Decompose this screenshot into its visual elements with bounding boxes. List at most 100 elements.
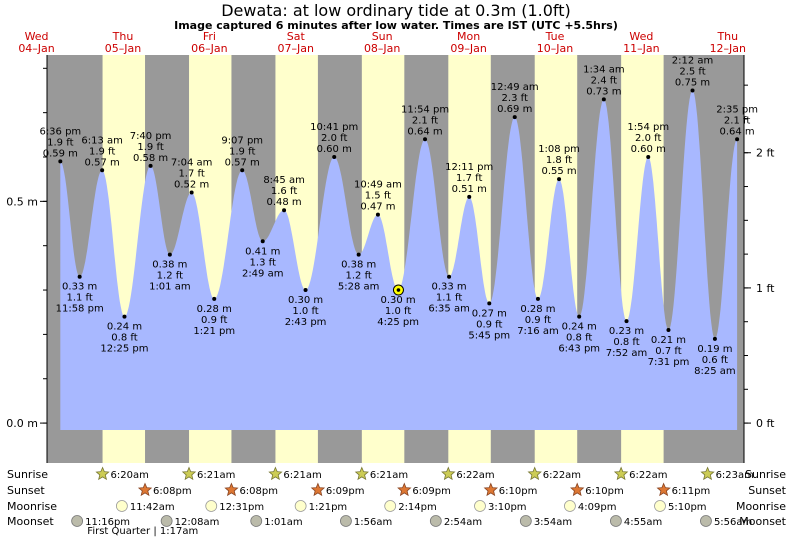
tide-ft-label: 1.1 ft — [436, 293, 462, 304]
tide-ft-label: 1.0 ft — [292, 306, 318, 317]
moonrise-time: 2:14pm — [398, 502, 437, 513]
sunrise-icon — [95, 466, 110, 481]
moonset-time: 1:56am — [354, 517, 392, 528]
tide-time-label: 2:43 pm — [285, 317, 327, 328]
tide-time-label: 12:25 pm — [100, 344, 148, 355]
tide-time-label: 2:12 am — [672, 55, 714, 66]
tide-time-label: 1:01 am — [149, 282, 191, 293]
sunset-icon — [224, 482, 239, 497]
moonset-time: 12:08am — [175, 517, 220, 528]
tide-point — [189, 190, 194, 195]
tide-ft-label: 1.9 ft — [137, 142, 163, 153]
tide-ft-label: 2.5 ft — [679, 66, 705, 77]
right-axis-label: 2 ft — [756, 147, 775, 160]
tide-point — [535, 296, 540, 301]
tide-ft-label: 2.1 ft — [724, 115, 750, 126]
row-label-left-sunrise: Sunrise — [7, 468, 48, 481]
tide-ft-label: 0.8 ft — [566, 333, 592, 344]
day-label-date: 09–Jan — [450, 42, 486, 55]
sunrise-icon — [441, 466, 456, 481]
moonset-icon — [250, 515, 263, 527]
moonrise-time: 11:42am — [130, 502, 175, 513]
day-label-dow: Wed — [629, 30, 653, 43]
moonset-time: 1:01am — [264, 517, 302, 528]
sunrise-icon — [700, 466, 715, 481]
sunset-time: 6:11pm — [672, 486, 711, 497]
moonrise-icon — [564, 500, 576, 512]
tide-point — [332, 155, 337, 159]
tide-ft-label: 2.0 ft — [321, 133, 347, 144]
day-label-dow: Thu — [112, 30, 134, 43]
tide-time-label: 11:58 pm — [56, 304, 104, 315]
tide-time-label: 7:04 am — [171, 157, 213, 168]
sunrise-icon — [354, 466, 369, 481]
tide-ft-label: 2.0 ft — [635, 133, 661, 144]
tide-m-label: 0.27 m — [472, 308, 507, 319]
tide-area — [60, 90, 738, 430]
day-label-dow: Mon — [457, 30, 480, 43]
tide-m-label: 0.64 m — [407, 126, 442, 137]
sunrise-icon — [268, 466, 283, 481]
tide-ft-label: 1.7 ft — [178, 168, 204, 179]
moonset-time: 11:16pm — [85, 517, 130, 528]
left-axis-label: 0.5 m — [6, 195, 38, 208]
tide-ft-label: 1.6 ft — [271, 186, 297, 197]
row-label-left-sunset: Sunset — [7, 484, 45, 497]
tide-m-label: 0.75 m — [675, 77, 710, 88]
tide-ft-label: 0.9 ft — [201, 315, 227, 326]
sunrise-icon — [181, 466, 197, 481]
tide-m-label: 0.55 m — [541, 166, 576, 177]
sunrise-time: 6:22am — [543, 470, 581, 481]
tide-time-label: 1:08 pm — [538, 144, 580, 155]
tide-m-label: 0.60 m — [631, 144, 666, 155]
tide-ft-label: 0.8 ft — [613, 337, 639, 348]
tide-point — [100, 168, 105, 173]
tide-m-label: 0.19 m — [697, 344, 732, 355]
tide-m-label: 0.24 m — [562, 322, 597, 333]
tide-point — [666, 327, 671, 332]
tide-ft-label: 2.4 ft — [591, 75, 617, 86]
moonset-icon — [519, 515, 532, 527]
tide-point — [646, 155, 651, 159]
tide-time-label: 2:49 am — [242, 268, 284, 279]
row-label-right-sunset: Sunset — [748, 484, 786, 497]
moonset-icon — [610, 515, 622, 527]
moonset-icon — [340, 515, 352, 527]
tide-point — [447, 274, 452, 279]
sunset-icon — [137, 482, 153, 497]
day-label-dow: Wed — [25, 30, 49, 43]
tide-ft-label: 1.9 ft — [229, 146, 255, 157]
sunset-icon — [483, 482, 498, 497]
tide-time-label: 6:43 pm — [558, 344, 600, 355]
tide-m-label: 0.30 m — [380, 295, 415, 306]
day-label-date: 10–Jan — [537, 42, 573, 55]
tide-time-label: 4:25 pm — [377, 317, 419, 328]
tide-m-label: 0.48 m — [266, 197, 301, 208]
tide-time-label: 10:49 am — [354, 180, 402, 191]
tide-m-label: 0.33 m — [62, 282, 97, 293]
tide-point — [375, 212, 380, 217]
tide-time-label: 1:34 am — [583, 64, 625, 75]
tide-time-label: 2:35 pm — [716, 104, 758, 115]
sunset-time: 6:08pm — [153, 486, 192, 497]
moonrise-time: 3:10pm — [488, 502, 527, 513]
moonrise-time: 5:10pm — [668, 502, 707, 513]
moonset-time: 2:54am — [444, 517, 482, 528]
tide-ft-label: 1.8 ft — [546, 155, 572, 166]
moon-phase-label: First Quarter | 1:17am — [87, 526, 198, 537]
tide-time-label: 8:45 am — [263, 175, 305, 186]
tide-point — [712, 336, 717, 341]
moonset-icon — [700, 515, 712, 527]
sunset-time: 6:09pm — [326, 486, 365, 497]
row-label-left-moonrise: Moonrise — [7, 500, 57, 513]
tide-time-label: 11:54 pm — [401, 104, 449, 115]
moonrise-time: 12:31pm — [219, 502, 264, 513]
tide-time-label: 8:25 am — [694, 366, 736, 377]
tide-time-label: 1:54 pm — [627, 122, 669, 133]
day-label-dow: Tue — [545, 30, 565, 43]
tide-m-label: 0.28 m — [197, 304, 232, 315]
tide-point — [557, 177, 562, 182]
tide-point — [735, 137, 740, 142]
